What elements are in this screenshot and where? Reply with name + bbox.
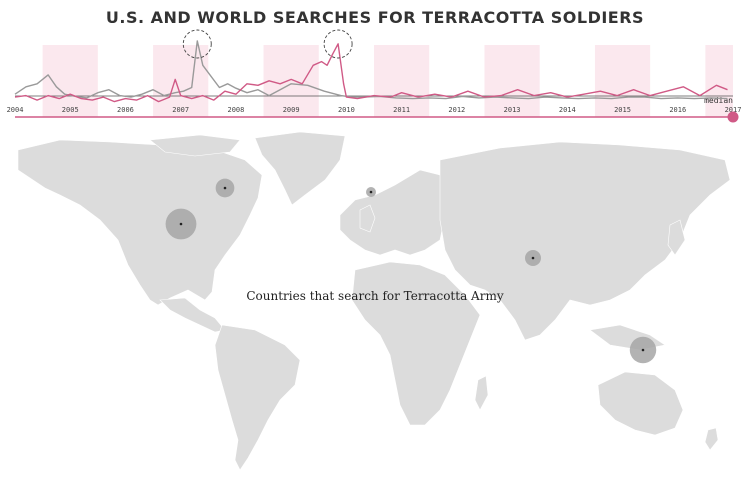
year-label-2007: 2007	[172, 106, 189, 114]
year-band-2007	[153, 45, 209, 117]
year-label-2006: 2006	[117, 106, 134, 114]
world-map	[17, 131, 731, 471]
uk-shape	[359, 204, 376, 233]
year-shading	[42, 45, 733, 117]
australia-shape	[597, 371, 684, 436]
country-bubbles	[165, 178, 657, 364]
highlight-circles	[182, 29, 353, 59]
asia-shape	[439, 141, 731, 341]
series-lines	[14, 40, 728, 103]
year-label-2005: 2005	[62, 106, 79, 114]
year-label-2015: 2015	[614, 106, 631, 114]
europe-shape	[339, 169, 446, 256]
year-label-2010: 2010	[338, 106, 355, 114]
greenland-shape	[254, 131, 346, 206]
x-axis-tick-labels: 2004 2005 2006 2007 2008 2009 2010 2011 2012 2013…	[7, 106, 742, 114]
central-america-shape	[159, 297, 226, 333]
series-line-world	[14, 40, 728, 100]
year-label-2004: 2004	[7, 106, 24, 114]
japan-shape	[667, 219, 686, 256]
africa-shape	[351, 261, 481, 426]
country-bubble-center-5	[641, 348, 645, 352]
country-bubble-center-1	[223, 186, 227, 190]
peak-highlight-2	[323, 29, 353, 59]
year-label-2017: 2017	[725, 106, 742, 114]
peak-highlight-1	[182, 29, 212, 59]
north-america-shape	[17, 139, 263, 306]
year-label-2013: 2013	[504, 106, 521, 114]
year-band-2017	[705, 45, 733, 117]
chart-title: U.S. AND WORLD SEARCHES FOR TERRACOTTA S…	[105, 8, 645, 27]
year-band-2009	[263, 45, 319, 117]
new-zealand-shape	[704, 427, 719, 451]
year-label-2008: 2008	[227, 106, 244, 114]
country-bubble-center-3	[369, 190, 373, 194]
year-label-2012: 2012	[448, 106, 465, 114]
year-label-2014: 2014	[559, 106, 576, 114]
year-band-2013	[484, 45, 540, 117]
year-label-2011: 2011	[393, 106, 410, 114]
series-line-us	[14, 43, 728, 103]
year-band-2015	[594, 45, 651, 117]
time-slider-handle[interactable]	[727, 111, 739, 123]
country-bubble-center-4	[531, 256, 535, 260]
year-band-2011	[374, 45, 430, 117]
median-label: median	[704, 96, 733, 105]
year-label-2009: 2009	[283, 106, 300, 114]
madagascar-shape	[474, 375, 489, 411]
south-america-shape	[214, 324, 301, 471]
arctic-islands-shape	[149, 134, 241, 157]
map-caption: Countries that search for Terracotta Arm…	[246, 289, 504, 303]
country-bubble-center-2	[179, 222, 183, 226]
year-label-2016: 2016	[669, 106, 686, 114]
